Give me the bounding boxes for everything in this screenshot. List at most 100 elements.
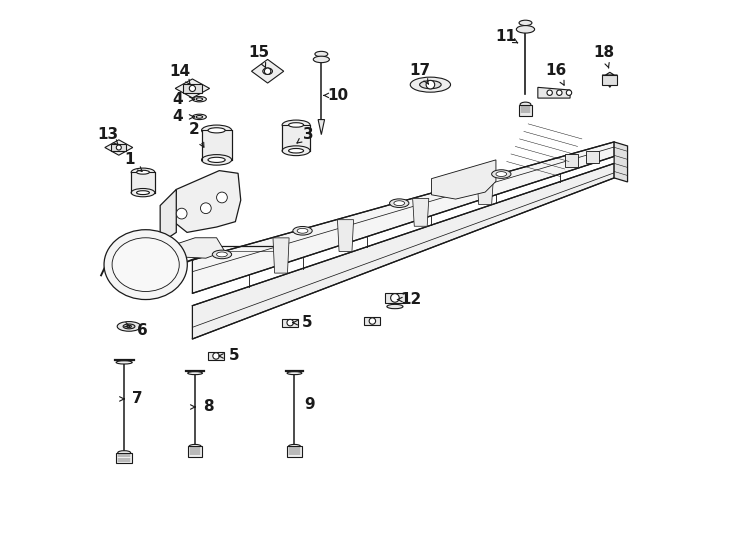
- Text: 6: 6: [137, 323, 148, 338]
- Polygon shape: [364, 317, 380, 325]
- Ellipse shape: [297, 228, 308, 233]
- Ellipse shape: [123, 324, 135, 329]
- Ellipse shape: [202, 154, 232, 165]
- Circle shape: [390, 294, 399, 302]
- Ellipse shape: [192, 114, 206, 119]
- Polygon shape: [174, 171, 241, 232]
- Circle shape: [567, 90, 572, 96]
- Ellipse shape: [520, 102, 531, 107]
- Ellipse shape: [315, 51, 328, 57]
- Ellipse shape: [208, 128, 225, 133]
- Polygon shape: [175, 79, 210, 98]
- Ellipse shape: [263, 68, 272, 75]
- Text: 15: 15: [248, 45, 269, 60]
- Ellipse shape: [192, 97, 206, 102]
- Circle shape: [213, 353, 219, 359]
- Text: 4: 4: [172, 92, 184, 107]
- Ellipse shape: [410, 77, 451, 92]
- Polygon shape: [413, 199, 429, 226]
- Bar: [385, 293, 404, 303]
- Circle shape: [200, 203, 211, 214]
- Bar: [603, 75, 617, 85]
- Ellipse shape: [208, 157, 225, 163]
- Polygon shape: [586, 151, 599, 163]
- Bar: [188, 446, 202, 457]
- Ellipse shape: [131, 168, 155, 177]
- Text: 1: 1: [124, 152, 135, 167]
- Text: 3: 3: [302, 127, 313, 142]
- Ellipse shape: [212, 250, 232, 259]
- Text: 17: 17: [409, 63, 430, 78]
- Bar: [131, 172, 155, 193]
- Ellipse shape: [420, 80, 441, 89]
- Polygon shape: [273, 238, 289, 273]
- Polygon shape: [282, 319, 298, 327]
- Text: 12: 12: [401, 292, 421, 307]
- Ellipse shape: [196, 98, 203, 100]
- Polygon shape: [171, 238, 225, 258]
- Text: 8: 8: [203, 400, 214, 415]
- Circle shape: [217, 192, 228, 203]
- Circle shape: [176, 208, 187, 219]
- Circle shape: [556, 90, 562, 96]
- Text: 10: 10: [327, 88, 348, 103]
- Text: 7: 7: [132, 392, 142, 407]
- Ellipse shape: [217, 252, 228, 257]
- Circle shape: [287, 320, 294, 326]
- Ellipse shape: [131, 188, 155, 197]
- Ellipse shape: [104, 230, 187, 300]
- Ellipse shape: [137, 170, 150, 174]
- Text: 4: 4: [172, 110, 184, 124]
- Ellipse shape: [117, 322, 141, 331]
- Text: 11: 11: [495, 29, 516, 44]
- Ellipse shape: [313, 56, 330, 63]
- Ellipse shape: [117, 451, 131, 455]
- Polygon shape: [338, 220, 354, 252]
- Polygon shape: [614, 142, 628, 182]
- Text: 5: 5: [228, 348, 239, 363]
- Polygon shape: [252, 59, 284, 83]
- Polygon shape: [538, 87, 570, 98]
- Ellipse shape: [387, 305, 403, 309]
- Polygon shape: [318, 119, 324, 134]
- Polygon shape: [477, 180, 493, 205]
- Bar: [117, 453, 132, 463]
- Ellipse shape: [202, 125, 232, 136]
- Ellipse shape: [496, 172, 506, 177]
- Text: 16: 16: [545, 63, 567, 78]
- Ellipse shape: [390, 199, 409, 207]
- Circle shape: [547, 90, 553, 96]
- Ellipse shape: [282, 146, 310, 156]
- Text: 2: 2: [189, 122, 200, 137]
- Text: 18: 18: [593, 45, 614, 60]
- Polygon shape: [192, 142, 614, 293]
- Bar: [202, 130, 232, 160]
- Text: 9: 9: [304, 397, 315, 412]
- Polygon shape: [105, 140, 133, 155]
- Polygon shape: [208, 352, 224, 360]
- Polygon shape: [606, 72, 614, 75]
- Ellipse shape: [282, 120, 310, 130]
- Ellipse shape: [127, 325, 131, 328]
- Ellipse shape: [116, 361, 132, 364]
- Polygon shape: [160, 190, 176, 243]
- Bar: [282, 125, 310, 151]
- Circle shape: [264, 68, 271, 75]
- Ellipse shape: [394, 201, 404, 206]
- Ellipse shape: [516, 25, 534, 33]
- Text: 14: 14: [170, 64, 191, 79]
- Ellipse shape: [188, 372, 203, 375]
- Circle shape: [369, 318, 376, 324]
- Ellipse shape: [492, 170, 511, 178]
- Ellipse shape: [287, 372, 302, 375]
- Circle shape: [116, 145, 121, 150]
- Polygon shape: [192, 164, 614, 339]
- Bar: [519, 105, 532, 116]
- Polygon shape: [111, 144, 126, 151]
- Ellipse shape: [288, 148, 304, 153]
- Text: 13: 13: [98, 127, 119, 142]
- Ellipse shape: [288, 444, 300, 448]
- Polygon shape: [432, 160, 496, 199]
- Bar: [288, 446, 302, 457]
- Ellipse shape: [189, 444, 201, 448]
